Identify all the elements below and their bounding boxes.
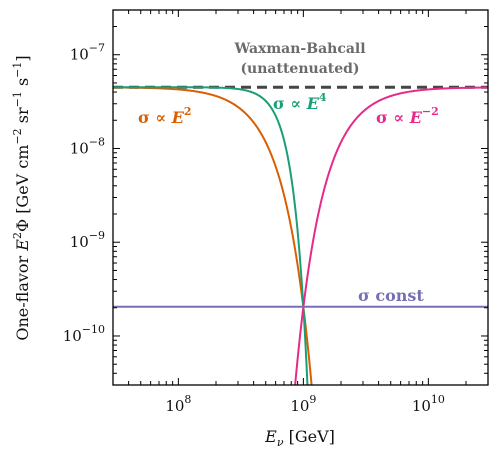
- x-tick-label: 1010: [412, 393, 445, 415]
- annotation-sigma-e2: σ ∝ E2: [138, 105, 192, 127]
- x-axis-label: Eν [GeV]: [264, 427, 335, 449]
- y-tick-label: 10−9: [70, 229, 105, 251]
- annotation-unattenuated: (unattenuated): [240, 61, 359, 77]
- series-line-em2: [294, 86, 488, 385]
- y-axis-label: One-flavor E2Φ [GeV cm−2 sr−1 s−1]: [11, 55, 32, 340]
- y-tick-label: 10−10: [63, 323, 105, 345]
- series-line-e2: [113, 86, 313, 385]
- annotation-waxman-bahcall: Waxman-Bahcall: [233, 41, 365, 57]
- annotation-sigma-e4: σ ∝ E4: [273, 91, 327, 113]
- plot-area: [113, 85, 488, 385]
- x-tick-label: 108: [165, 393, 191, 415]
- annotation-sigma-const: σ const: [358, 286, 424, 305]
- y-tick-label: 10−7: [70, 42, 105, 64]
- y-tick-label: 10−8: [70, 135, 105, 157]
- annotation-sigma-em2: σ ∝ E−2: [376, 105, 439, 127]
- axis-ticks: 108 109 1010 10−7 10−8 10−9 10−10: [63, 9, 489, 415]
- series-line-e4: [113, 86, 309, 385]
- x-tick-label: 109: [290, 393, 316, 415]
